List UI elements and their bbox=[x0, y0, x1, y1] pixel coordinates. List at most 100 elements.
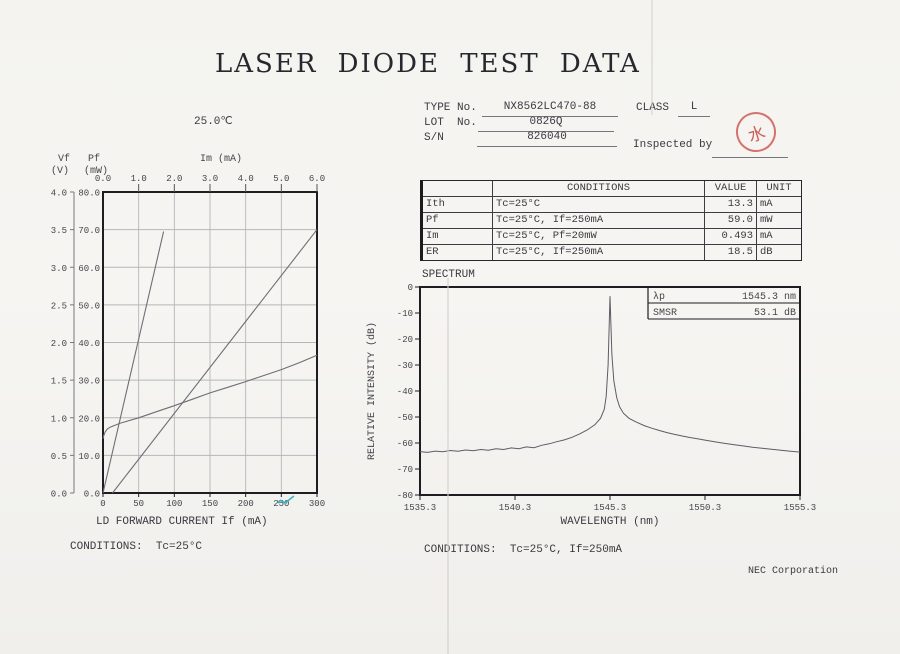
svg-text:10.0: 10.0 bbox=[78, 452, 100, 462]
page-title: LASER DIODE TEST DATA bbox=[215, 49, 641, 79]
svg-text:0.0: 0.0 bbox=[95, 174, 111, 184]
table-header-value: VALUE bbox=[705, 181, 757, 197]
svg-text:(V): (V) bbox=[51, 165, 69, 177]
table-cell-value: 18.5 bbox=[705, 245, 757, 260]
table-header-param bbox=[423, 181, 493, 197]
svg-text:0.5: 0.5 bbox=[51, 452, 67, 462]
svg-text:4.0: 4.0 bbox=[238, 174, 254, 184]
table-cell-value: 59.0 bbox=[705, 213, 757, 229]
legend-value: 53.1 dB bbox=[754, 307, 796, 319]
svg-text:-70: -70 bbox=[397, 465, 413, 475]
svg-text:1550.3: 1550.3 bbox=[689, 503, 721, 513]
class-value: L bbox=[678, 101, 710, 117]
svg-text:1555.3: 1555.3 bbox=[784, 503, 816, 513]
type-no-label: TYPE No. bbox=[424, 102, 477, 114]
svg-text:3.0: 3.0 bbox=[202, 174, 218, 184]
spectrum-title: SPECTRUM bbox=[422, 269, 475, 281]
svg-text:250: 250 bbox=[273, 499, 289, 509]
svg-text:-80: -80 bbox=[397, 491, 413, 501]
svg-text:4.0: 4.0 bbox=[51, 189, 67, 199]
svg-text:1.0: 1.0 bbox=[131, 174, 147, 184]
svg-text:-50: -50 bbox=[397, 413, 413, 423]
svg-text:-20: -20 bbox=[397, 335, 413, 345]
svg-text:150: 150 bbox=[202, 499, 218, 509]
liv-chart: 0 50 100 150 200 250 300 0.0 1.0 2.0 3.0 4.0 5.0 6.0 0… bbox=[51, 153, 325, 509]
legend-label: λp bbox=[653, 291, 665, 303]
spectrum-chart: 0 -10 -20 -30 -40 -50 -60 -70 -80 1535.3 1540.3 154… bbox=[366, 283, 816, 513]
liv-axis-headers: Vf(V) Pf(mW) Im (mA) bbox=[51, 153, 242, 177]
table-cell-unit: mA bbox=[757, 197, 801, 213]
inspected-by-label: Inspected by bbox=[633, 139, 713, 151]
spectrum-y-axis-label: RELATIVE INTENSITY (dB) bbox=[366, 322, 378, 460]
table-cell-conditions: Tc=25°C, If=250mA bbox=[493, 213, 705, 229]
table-cell-conditions: Tc=25°C, If=250mA bbox=[493, 245, 705, 260]
svg-text:Pf: Pf bbox=[88, 153, 100, 165]
table-cell-unit: dB bbox=[760, 246, 773, 258]
paper-crease-line bbox=[651, 0, 653, 115]
spectrum-x-axis-label: WAVELENGTH (nm) bbox=[560, 516, 660, 528]
svg-text:1535.3: 1535.3 bbox=[404, 503, 436, 513]
lot-no-value: 0826Q bbox=[478, 116, 614, 132]
svg-text:3.5: 3.5 bbox=[51, 226, 67, 236]
svg-text:0.0: 0.0 bbox=[84, 490, 100, 500]
svg-text:5.0: 5.0 bbox=[273, 174, 289, 184]
svg-text:50.0: 50.0 bbox=[78, 301, 100, 311]
liv-series-vf-vs-if bbox=[102, 354, 318, 439]
serial-no-value: 826040 bbox=[477, 131, 617, 147]
svg-text:3.0: 3.0 bbox=[51, 264, 67, 274]
table-cell-value: 0.493 bbox=[705, 229, 757, 245]
cyan-check-mark bbox=[279, 495, 295, 504]
legend-label: SMSR bbox=[653, 308, 677, 319]
table-cell-unit: mW bbox=[757, 213, 801, 229]
svg-text:0.0: 0.0 bbox=[51, 490, 67, 500]
table-header-conditions: CONDITIONS bbox=[493, 181, 705, 197]
svg-text:1.5: 1.5 bbox=[51, 377, 67, 387]
table-cell-param: Ith bbox=[423, 197, 493, 213]
lot-no-label: LOT No. bbox=[424, 117, 477, 129]
svg-text:-10: -10 bbox=[397, 309, 413, 319]
spectrum-tick-labels: 0 -10 -20 -30 -40 -50 -60 -70 -80 1535.3 1540.3 154… bbox=[397, 283, 816, 513]
svg-text:60.0: 60.0 bbox=[78, 264, 100, 274]
svg-text:(mW): (mW) bbox=[84, 165, 108, 177]
svg-text:-30: -30 bbox=[397, 361, 413, 371]
liv-grid bbox=[103, 192, 317, 493]
liv-x-axis-label: LD FORWARD CURRENT If (mA) bbox=[96, 516, 268, 528]
legend-value: 1545.3 nm bbox=[742, 292, 796, 303]
liv-series-pf-vs-if bbox=[112, 229, 318, 494]
svg-text:20.0: 20.0 bbox=[78, 414, 100, 424]
type-no-value: NX8562LC470-88 bbox=[482, 101, 618, 117]
svg-text:200: 200 bbox=[238, 499, 254, 509]
serial-no-label: S/N bbox=[424, 132, 444, 144]
spectrum-legend: λp 1545.3 nm SMSR 53.1 dB bbox=[647, 287, 800, 320]
svg-text:2.5: 2.5 bbox=[51, 301, 67, 311]
svg-text:6.0: 6.0 bbox=[309, 174, 325, 184]
svg-text:80.0: 80.0 bbox=[78, 189, 100, 199]
stamp-character: 水 bbox=[745, 122, 768, 147]
svg-text:50: 50 bbox=[133, 499, 144, 509]
inspected-by-line bbox=[712, 142, 788, 158]
spectrum-ticks bbox=[415, 286, 801, 500]
svg-text:40.0: 40.0 bbox=[78, 339, 100, 349]
table-cell-conditions: Tc=25°C, Pf=20mW bbox=[493, 229, 705, 245]
svg-text:0: 0 bbox=[100, 499, 105, 509]
svg-text:300: 300 bbox=[309, 499, 325, 509]
table-header-unit: UNIT bbox=[757, 181, 801, 197]
svg-text:-60: -60 bbox=[397, 439, 413, 449]
liv-series-pf-vs-im bbox=[102, 231, 165, 494]
liv-temperature-label: 25.0℃ bbox=[194, 116, 233, 128]
table-cell-param: Pf bbox=[423, 213, 493, 229]
svg-text:2.0: 2.0 bbox=[51, 339, 67, 349]
spectrum-trace bbox=[419, 296, 801, 453]
svg-text:Vf: Vf bbox=[58, 153, 70, 165]
class-label: CLASS bbox=[636, 102, 670, 114]
svg-text:100: 100 bbox=[166, 499, 182, 509]
svg-text:70.0: 70.0 bbox=[78, 226, 100, 236]
table-cell-param: Im bbox=[423, 229, 493, 245]
liv-ticks bbox=[102, 184, 318, 497]
svg-text:2.0: 2.0 bbox=[166, 174, 182, 184]
cyan-dot bbox=[277, 500, 281, 504]
table-cell-unit: mA bbox=[757, 229, 801, 245]
table-cell-conditions: Tc=25°C bbox=[493, 197, 705, 213]
svg-text:Im (mA): Im (mA) bbox=[200, 153, 242, 165]
